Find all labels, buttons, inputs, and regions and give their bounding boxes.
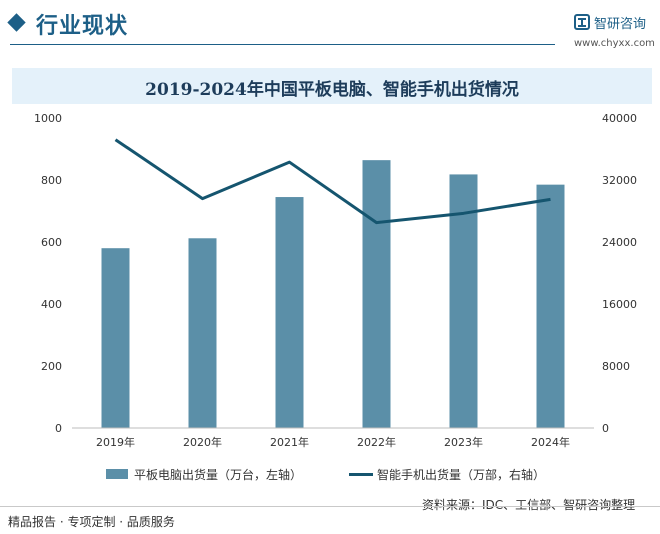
- category-label: 2019年: [96, 435, 135, 449]
- logo-url: www.chyxx.com: [574, 38, 655, 49]
- legend-swatch-line: [349, 473, 373, 476]
- footer-tagline: 精品报告 · 专项定制 · 品质服务: [8, 515, 175, 529]
- header-divider: [10, 44, 555, 45]
- legend-label-line: 智能手机出货量（万部，右轴）: [377, 468, 546, 482]
- left-tick-label: 0: [55, 422, 62, 435]
- category-label: 2024年: [531, 435, 570, 449]
- left-tick-label: 400: [41, 298, 62, 311]
- chart-title-band: 2019-2024年中国平板电脑、智能手机出货情况: [12, 68, 652, 104]
- logo-name: 智研咨询: [594, 17, 647, 32]
- logo-mark-icon: [574, 14, 590, 30]
- line-series: [114, 138, 551, 225]
- source-note: 资料来源：IDC、工信部、智研咨询整理: [422, 498, 636, 512]
- bar-2022年: [362, 160, 391, 428]
- left-axis-ticks: 0 200 400 600 800 1000: [34, 112, 62, 435]
- legend-label-bar: 平板电脑出货量（万台，左轴）: [134, 468, 303, 482]
- chart-legend: 平板电脑出货量（万台，左轴） 智能手机出货量（万部，右轴）: [0, 464, 660, 484]
- chart-title: 2019-2024年中国平板电脑、智能手机出货情况: [145, 80, 519, 100]
- page-header: 行业现状 智研咨询 www.chyxx.com: [0, 0, 660, 49]
- right-axis-ticks: 0 8000 16000 24000 32000 40000: [602, 112, 637, 435]
- left-tick-label: 1000: [34, 112, 62, 125]
- category-label: 2022年: [357, 435, 396, 449]
- bar-2023年: [449, 174, 478, 428]
- category-label: 2023年: [444, 435, 483, 449]
- left-tick-label: 600: [41, 236, 62, 249]
- bar-series: [101, 160, 565, 428]
- right-tick-label: 16000: [602, 298, 637, 311]
- bar-2021年: [275, 197, 304, 428]
- category-label: 2020年: [183, 435, 222, 449]
- diamond-icon: [7, 13, 26, 32]
- right-tick-label: 0: [602, 422, 609, 435]
- category-labels: 2019年 2020年 2021年 2022年 2023年 2024年: [96, 435, 570, 449]
- left-tick-label: 800: [41, 174, 62, 187]
- phone-shipments-line: [114, 138, 551, 225]
- combo-chart: 0 200 400 600 800 1000 0 8000 16000 24000 32000 40…: [34, 112, 637, 449]
- right-tick-label: 40000: [602, 112, 637, 125]
- category-label: 2021年: [270, 435, 309, 449]
- left-tick-label: 200: [41, 360, 62, 373]
- footer-divider: [0, 506, 660, 507]
- section-title: 行业现状: [36, 14, 129, 39]
- legend-swatch-bar: [106, 469, 128, 479]
- bar-2020年: [188, 238, 217, 428]
- bar-2024年: [536, 184, 565, 428]
- bar-2019年: [101, 248, 130, 428]
- right-tick-label: 24000: [602, 236, 637, 249]
- right-tick-label: 8000: [602, 360, 630, 373]
- right-tick-label: 32000: [602, 174, 637, 187]
